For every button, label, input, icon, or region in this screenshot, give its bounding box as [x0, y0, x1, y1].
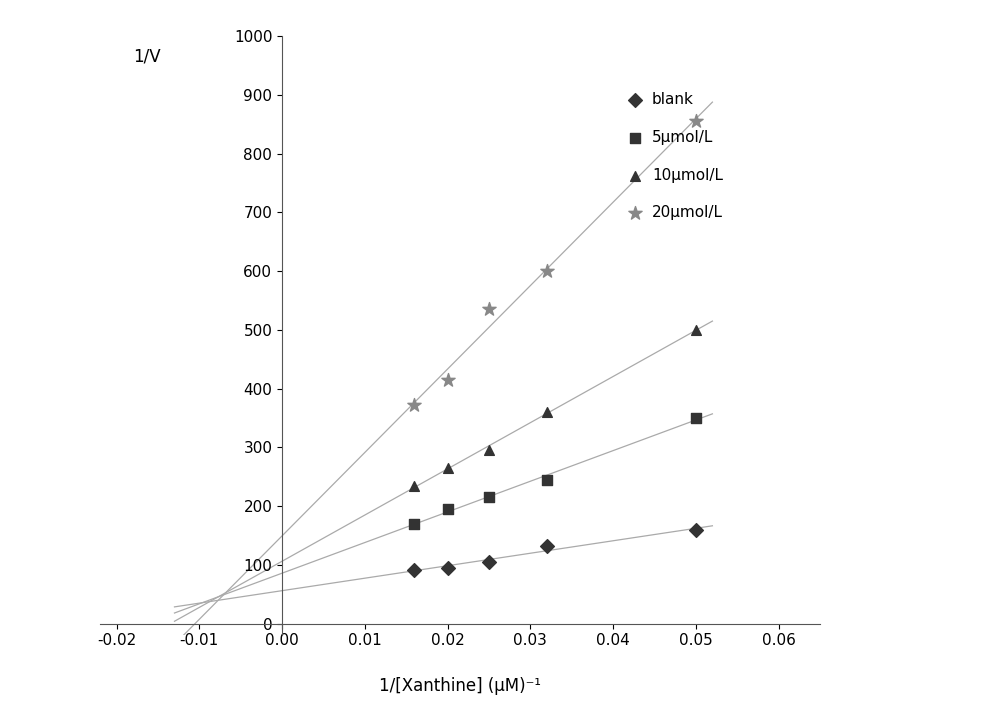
10μmol/L — [406, 480, 422, 492]
blank — [688, 524, 704, 536]
20μmol/L — [481, 303, 497, 315]
5μmol/L — [481, 492, 497, 503]
Legend: blank, 5μmol/L, 10μmol/L, 20μmol/L: blank, 5μmol/L, 10μmol/L, 20μmol/L — [626, 92, 723, 220]
20μmol/L — [688, 116, 704, 127]
blank — [481, 556, 497, 567]
blank — [440, 562, 456, 573]
10μmol/L — [688, 324, 704, 336]
blank — [406, 564, 422, 575]
5μmol/L — [440, 503, 456, 515]
5μmol/L — [406, 518, 422, 529]
20μmol/L — [539, 265, 555, 277]
5μmol/L — [688, 412, 704, 424]
10μmol/L — [440, 462, 456, 474]
10μmol/L — [539, 406, 555, 418]
Text: 1/V: 1/V — [133, 48, 161, 66]
20μmol/L — [440, 374, 456, 386]
20μmol/L — [406, 399, 422, 411]
5μmol/L — [539, 474, 555, 485]
blank — [539, 540, 555, 552]
10μmol/L — [481, 445, 497, 456]
X-axis label: 1/[Xanthine] (μM)⁻¹: 1/[Xanthine] (μM)⁻¹ — [379, 677, 541, 695]
